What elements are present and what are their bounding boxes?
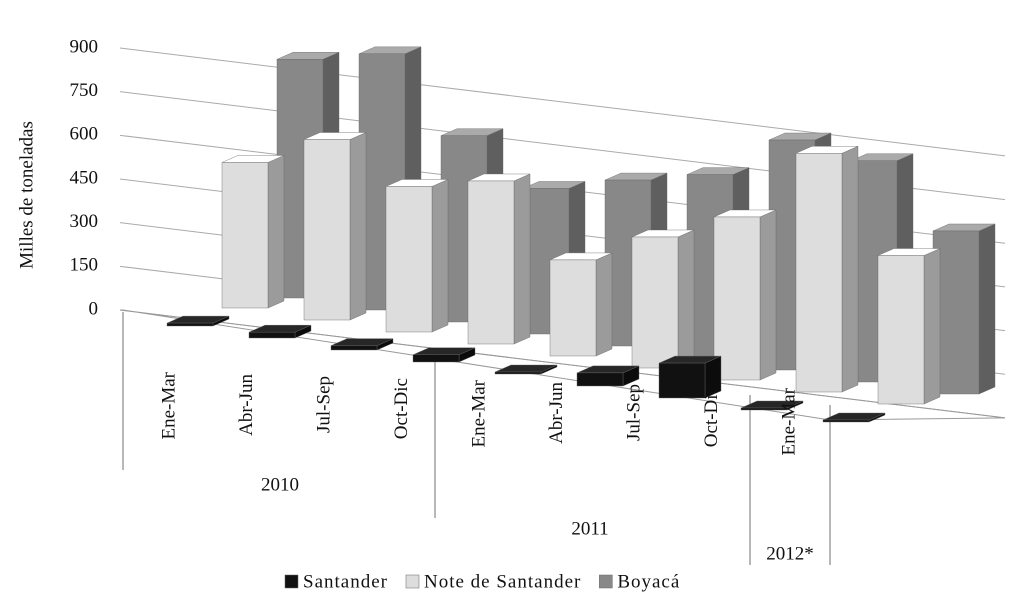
x-tick-label: Jul-Sep — [313, 376, 334, 433]
bar-front — [303, 139, 351, 321]
y-tick-label: 0 — [89, 298, 99, 319]
bar-front — [822, 419, 870, 423]
bar-front — [385, 186, 433, 333]
bar-front — [221, 162, 269, 309]
bar — [932, 223, 996, 395]
bar-front — [658, 362, 706, 399]
bar-front — [166, 322, 214, 327]
y-tick-label: 300 — [70, 211, 99, 232]
y-tick-label: 600 — [70, 124, 99, 145]
bar-front — [795, 153, 843, 393]
bar-front — [412, 354, 460, 363]
bar-front — [467, 180, 515, 345]
group-label: 2011 — [571, 518, 608, 539]
x-tick-label: Oct-Dic — [391, 378, 412, 439]
bar-side — [677, 229, 695, 369]
bar-side — [841, 145, 859, 393]
bar — [877, 248, 941, 405]
bar — [713, 209, 777, 381]
legend-swatch — [284, 574, 299, 589]
bar-front — [713, 216, 761, 381]
y-tick-label: 750 — [70, 80, 99, 101]
bar — [330, 338, 394, 351]
bar-side — [513, 173, 531, 345]
legend-swatch — [405, 574, 420, 589]
legend-label: Note de Santander — [424, 571, 581, 592]
bar-front — [494, 371, 542, 375]
bar-side — [267, 155, 285, 309]
x-tick-label: Oct-Dic — [701, 386, 722, 447]
bar — [467, 173, 531, 345]
bar-front — [248, 331, 296, 339]
bar — [248, 324, 312, 339]
x-tick-label: Abr-Jun — [546, 382, 567, 444]
grid-line — [119, 47, 1006, 157]
bar-side — [595, 252, 613, 357]
bar — [494, 364, 558, 375]
legend-swatch — [599, 574, 613, 589]
bar — [412, 347, 476, 363]
bar-side — [923, 248, 941, 405]
x-tick-label: Jul-Sep — [623, 384, 644, 441]
bar-front — [932, 230, 980, 395]
bar — [631, 229, 695, 369]
group-label: 2012* — [766, 543, 814, 564]
bar — [221, 155, 285, 309]
legend-label: Boyacá — [617, 571, 680, 592]
y-axis-title: Milles de toneladas — [16, 121, 37, 269]
bar — [576, 365, 640, 387]
legend-label: Santander — [303, 571, 388, 592]
bar-front — [330, 345, 378, 351]
bar — [740, 400, 804, 411]
y-tick-label: 900 — [70, 36, 99, 57]
bar — [658, 355, 722, 399]
bar-side — [431, 179, 449, 333]
bar-front — [877, 255, 925, 405]
bar-side — [349, 132, 367, 321]
bar — [166, 315, 230, 327]
bar — [822, 412, 886, 423]
bar-front — [549, 259, 597, 357]
bar-front — [576, 372, 624, 387]
y-tick-label: 150 — [70, 255, 99, 276]
x-tick-label: Ene-Mar — [778, 387, 799, 455]
bar — [795, 145, 859, 393]
bar-side — [978, 223, 996, 395]
bar-front — [631, 236, 679, 369]
bar-side — [759, 209, 777, 381]
x-tick-label: Ene-Mar — [468, 379, 489, 447]
bar-front — [740, 407, 788, 411]
x-tick-label: Ene-Mar — [158, 371, 179, 439]
bar — [303, 132, 367, 321]
group-label: 2010 — [261, 474, 299, 495]
bar — [385, 179, 449, 333]
bar — [549, 252, 613, 357]
x-tick-label: Abr-Jun — [236, 374, 257, 436]
y-tick-label: 450 — [70, 167, 99, 188]
